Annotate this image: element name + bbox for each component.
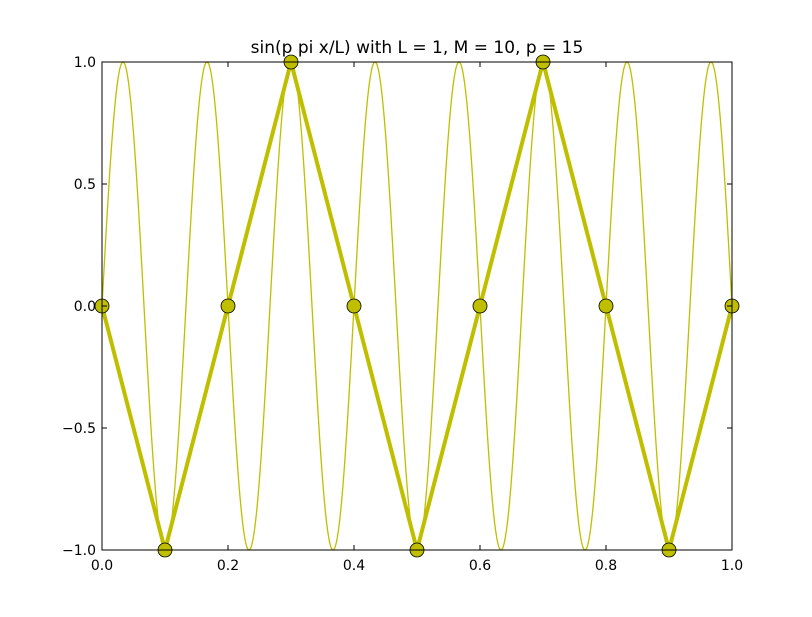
y-tick-label: 1.0: [74, 55, 96, 71]
y-tick-label: 0.0: [74, 299, 96, 315]
data-point-marker: [598, 298, 614, 314]
x-tick-label: 0.4: [343, 558, 365, 574]
y-tick-label: −0.5: [62, 421, 96, 437]
x-tick-label: 0.6: [469, 558, 491, 574]
tick-layer: 0.0 0.2 0.4 0.6 0.8 1.0 1.0 0.5 0.0 −0.5 −1.0: [62, 55, 743, 574]
plot-frame: [101, 61, 733, 551]
x-tick-label: 1.0: [721, 558, 743, 574]
x-tick-label: 0.0: [91, 558, 113, 574]
data-point-marker: [346, 298, 362, 314]
y-tick-label: −1.0: [62, 543, 96, 559]
y-tick-label: 0.5: [74, 177, 96, 193]
x-tick-label: 0.2: [217, 558, 239, 574]
chart-title: sin(p pi x/L) with L = 1, M = 10, p = 15: [251, 38, 584, 58]
data-point-marker: [472, 298, 488, 314]
x-tick-label: 0.8: [595, 558, 617, 574]
data-point-marker: [220, 298, 236, 314]
